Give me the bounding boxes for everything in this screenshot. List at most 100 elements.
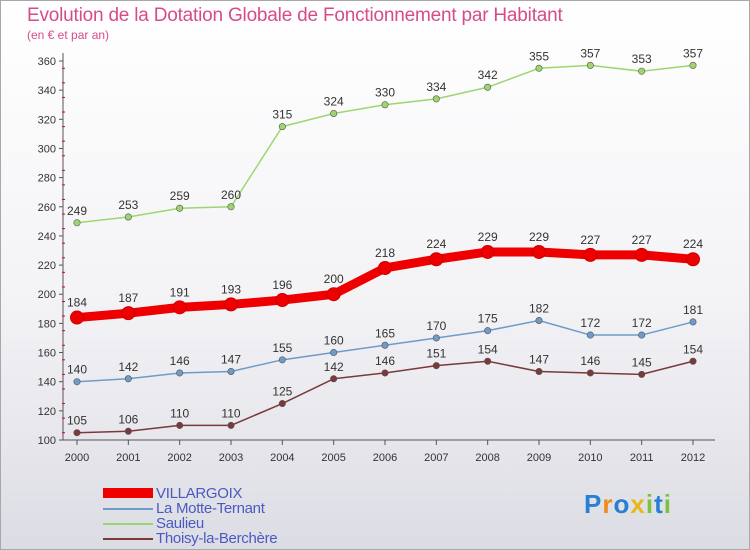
data-label-saulieu-2004: 315 xyxy=(272,108,292,122)
logo-letter: x xyxy=(630,489,646,519)
logo-letter: o xyxy=(613,489,631,519)
data-label-thoisy-la-berchere-2004: 125 xyxy=(272,385,292,399)
data-label-thoisy-la-berchere-2001: 106 xyxy=(118,412,138,426)
data-label-la-motte-ternant-2012: 181 xyxy=(683,303,703,317)
point-saulieu-2006 xyxy=(381,101,389,109)
x-tick-label-2001: 2001 xyxy=(116,452,140,464)
data-label-saulieu-2005: 324 xyxy=(324,94,344,108)
point-la-motte-ternant-2008 xyxy=(484,327,492,335)
data-label-la-motte-ternant-2010: 172 xyxy=(580,316,600,330)
data-label-villargoix-2004: 196 xyxy=(272,278,292,292)
x-tick-label-2012: 2012 xyxy=(681,452,705,464)
y-tick-label-220: 220 xyxy=(38,260,56,272)
point-saulieu-2000 xyxy=(73,219,81,227)
data-label-saulieu-2011: 353 xyxy=(632,52,652,66)
data-label-la-motte-ternant-2003: 147 xyxy=(221,352,241,366)
data-label-villargoix-2012: 224 xyxy=(683,237,703,251)
point-saulieu-2008 xyxy=(484,83,492,91)
data-label-la-motte-ternant-2005: 160 xyxy=(324,334,344,348)
data-label-villargoix-2006: 218 xyxy=(375,246,395,260)
data-label-villargoix-2005: 200 xyxy=(324,272,344,286)
point-thoisy-la-berchere-2007 xyxy=(432,362,440,370)
x-tick-label-2010: 2010 xyxy=(578,452,602,464)
data-label-la-motte-ternant-2001: 142 xyxy=(118,360,138,374)
x-tick-label-2005: 2005 xyxy=(321,452,345,464)
point-thoisy-la-berchere-2012 xyxy=(689,357,697,365)
data-label-thoisy-la-berchere-2012: 154 xyxy=(683,342,703,356)
data-label-thoisy-la-berchere-2003: 110 xyxy=(221,406,240,420)
y-tick-label-200: 200 xyxy=(38,289,56,301)
point-thoisy-la-berchere-2009 xyxy=(535,367,543,375)
point-la-motte-ternant-2011 xyxy=(638,331,646,339)
legend-label-la-motte-ternant: La Motte-Ternant xyxy=(156,500,265,517)
data-label-villargoix-2000: 184 xyxy=(67,296,87,310)
y-tick-label-360: 360 xyxy=(38,56,56,68)
point-villargoix-2003 xyxy=(224,297,238,312)
data-label-thoisy-la-berchere-2006: 146 xyxy=(375,354,395,368)
point-villargoix-2007 xyxy=(429,252,444,267)
legend-label-thoisy-la-berchere: Thoisy-la-Berchère xyxy=(156,530,278,547)
point-thoisy-la-berchere-2008 xyxy=(484,357,492,365)
data-label-villargoix-2011: 227 xyxy=(632,233,652,247)
logo-letter: i xyxy=(645,489,655,519)
data-label-la-motte-ternant-2004: 155 xyxy=(272,341,292,355)
point-saulieu-2005 xyxy=(330,109,338,117)
point-la-motte-ternant-2000 xyxy=(73,378,81,386)
y-tick-label-180: 180 xyxy=(38,318,56,330)
point-thoisy-la-berchere-2001 xyxy=(124,427,132,435)
data-label-thoisy-la-berchere-2000: 105 xyxy=(67,414,87,428)
logo-letter: r xyxy=(602,489,614,519)
point-thoisy-la-berchere-2010 xyxy=(586,369,594,377)
logo-letter: i xyxy=(663,489,672,519)
data-label-villargoix-2010: 227 xyxy=(580,233,600,247)
data-label-thoisy-la-berchere-2010: 146 xyxy=(580,354,600,368)
data-label-la-motte-ternant-2008: 175 xyxy=(478,312,498,326)
data-label-la-motte-ternant-2009: 182 xyxy=(529,301,549,315)
point-villargoix-2012 xyxy=(686,252,700,267)
point-la-motte-ternant-2006 xyxy=(381,341,389,349)
data-label-thoisy-la-berchere-2007: 151 xyxy=(426,347,446,361)
point-saulieu-2003 xyxy=(227,203,235,211)
chart-title: Evolution de la Dotation Globale de Fonc… xyxy=(27,5,563,26)
point-la-motte-ternant-2012 xyxy=(689,318,697,326)
legend-swatch-villargoix xyxy=(103,488,153,498)
data-label-la-motte-ternant-2000: 140 xyxy=(67,363,87,377)
data-label-saulieu-2001: 253 xyxy=(118,198,138,212)
point-villargoix-2002 xyxy=(172,300,187,315)
point-villargoix-2001 xyxy=(121,306,136,321)
point-saulieu-2012 xyxy=(689,61,697,69)
point-villargoix-2005 xyxy=(326,287,341,302)
point-la-motte-ternant-2010 xyxy=(586,331,594,339)
point-thoisy-la-berchere-2005 xyxy=(330,375,338,383)
point-villargoix-2004 xyxy=(275,293,290,308)
data-label-saulieu-2008: 342 xyxy=(478,68,498,82)
point-la-motte-ternant-2009 xyxy=(535,316,543,324)
point-villargoix-2010 xyxy=(583,247,598,262)
data-label-thoisy-la-berchere-2008: 154 xyxy=(478,342,498,356)
x-tick-label-2007: 2007 xyxy=(424,452,448,464)
legend-label-villargoix: VILLARGOIX xyxy=(156,485,243,502)
point-la-motte-ternant-2002 xyxy=(176,369,184,377)
point-la-motte-ternant-2005 xyxy=(330,349,338,357)
point-saulieu-2007 xyxy=(432,95,440,103)
point-thoisy-la-berchere-2002 xyxy=(176,421,184,429)
data-label-saulieu-2007: 334 xyxy=(426,80,446,94)
x-tick-label-2002: 2002 xyxy=(167,452,191,464)
data-label-saulieu-2012: 357 xyxy=(683,46,703,60)
point-thoisy-la-berchere-2000 xyxy=(73,429,81,437)
data-label-la-motte-ternant-2007: 170 xyxy=(426,319,446,333)
data-label-la-motte-ternant-2011: 172 xyxy=(632,316,652,330)
point-thoisy-la-berchere-2011 xyxy=(638,370,646,378)
x-tick-label-2011: 2011 xyxy=(630,452,654,464)
y-tick-label-240: 240 xyxy=(38,231,56,243)
y-tick-label-340: 340 xyxy=(38,85,56,97)
legend-label-saulieu: Saulieu xyxy=(156,515,204,532)
y-tick-label-160: 160 xyxy=(38,348,56,360)
data-label-villargoix-2001: 187 xyxy=(118,291,138,305)
x-tick-label-2000: 2000 xyxy=(65,452,89,464)
y-tick-label-300: 300 xyxy=(38,143,56,155)
data-label-la-motte-ternant-2002: 146 xyxy=(170,354,190,368)
y-tick-label-320: 320 xyxy=(38,114,56,126)
